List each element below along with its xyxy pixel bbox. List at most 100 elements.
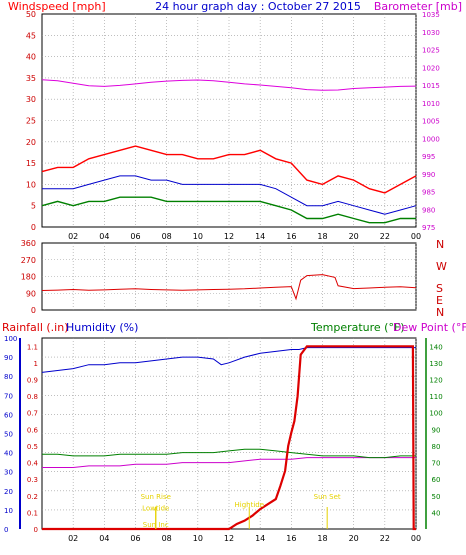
- baro-tick-label: 995: [422, 153, 435, 161]
- average-wind-line: [42, 175, 417, 215]
- rain-tick-label: 1.1: [27, 343, 38, 351]
- rain-tick-label: 0.5: [27, 443, 38, 451]
- temperature-tick-label: 70: [432, 460, 441, 468]
- humidity-line: [41, 347, 416, 373]
- header-right: Barometer [mb]: [374, 0, 462, 13]
- x-tick-label: 06: [130, 534, 140, 543]
- x-tick-label: 04: [99, 232, 109, 241]
- temperature-tick-label: 100: [429, 410, 442, 418]
- baro-tick-label: 985: [422, 189, 435, 197]
- humidity-axis-title: Humidity (%): [66, 321, 138, 334]
- rain-tick-label: 0.3: [27, 476, 38, 484]
- temperature-tick-label: 50: [432, 493, 441, 501]
- rain-tick-label: 0.9: [27, 377, 38, 385]
- wind-tick-label: 30: [26, 95, 36, 104]
- rain-tick-label: 0.6: [27, 426, 39, 434]
- barometer-line: [41, 79, 417, 91]
- temperature-tick-label: 120: [429, 377, 442, 385]
- x-tick-label: 06: [130, 232, 140, 241]
- wind-tick-label: 15: [26, 159, 36, 168]
- direction-tick-label: 360: [21, 239, 36, 248]
- compass-label: N: [436, 306, 444, 319]
- humidity-tick-label: 40: [4, 450, 13, 458]
- baro-tick-label: 1035: [422, 11, 440, 19]
- rain-tick-label: 0.7: [27, 410, 38, 418]
- baro-tick-label: 1000: [422, 135, 440, 143]
- wind-tick-label: 25: [26, 117, 36, 126]
- x-tick-label: 00: [411, 232, 421, 241]
- rain-tick-label: 0: [34, 526, 38, 534]
- temperature-axis-title: Temperature (°F): [310, 321, 405, 334]
- event-label: Hightide: [234, 501, 264, 509]
- temperature-tick-label: 140: [429, 343, 442, 351]
- humidity-tick-label: 0: [4, 526, 8, 534]
- rain-tick-label: 0.2: [27, 493, 38, 501]
- compass-label: E: [436, 294, 443, 307]
- baro-tick-label: 1015: [422, 82, 440, 90]
- x-tick-label: 14: [255, 534, 265, 543]
- compass-label: N: [436, 238, 444, 251]
- baro-tick-label: 980: [422, 206, 435, 214]
- x-tick-label: 04: [99, 534, 109, 543]
- x-tick-label: 14: [255, 232, 265, 241]
- x-tick-label: 18: [317, 232, 327, 241]
- humidity-tick-label: 60: [4, 411, 13, 419]
- humidity-tick-label: 80: [4, 373, 13, 381]
- gust-line: [41, 145, 417, 194]
- rain-tick-label: 1: [34, 360, 38, 368]
- compass-label: W: [436, 260, 447, 273]
- dewpoint-axis-title: Dew Point (°F): [393, 321, 466, 334]
- rainfall-axis-title: Rainfall (.in): [2, 321, 69, 334]
- baro-tick-label: 1010: [422, 100, 440, 108]
- dewpoint-line: [42, 457, 416, 468]
- direction-tick-label: 270: [21, 256, 36, 265]
- x-tick-label: 10: [193, 232, 203, 241]
- wind-tick-label: 45: [26, 31, 36, 40]
- wind-tick-label: 0: [31, 223, 36, 232]
- humidity-tick-label: 20: [4, 488, 13, 496]
- x-tick-label: 02: [68, 534, 78, 543]
- baro-tick-label: 1005: [422, 118, 440, 126]
- humidity-tick-label: 10: [4, 507, 13, 515]
- event-label: Sun Set: [314, 493, 341, 501]
- baro-tick-label: 1025: [422, 47, 440, 55]
- humidity-tick-label: 90: [4, 354, 13, 362]
- event-label: Sun Inc: [143, 521, 169, 529]
- baro-tick-label: 975: [422, 224, 435, 232]
- wind-tick-label: 5: [31, 202, 36, 211]
- wind-tick-label: 50: [26, 10, 36, 19]
- rain-humidity-temperature-chart: 010203040506070809010000.10.20.30.40.50.…: [4, 335, 443, 543]
- x-tick-label: 16: [286, 534, 296, 543]
- event-label: Sun Rise: [141, 493, 171, 501]
- rainfall-line: [42, 345, 416, 531]
- x-tick-label: 22: [380, 232, 390, 241]
- x-tick-label: 20: [349, 232, 359, 241]
- header-left: Windspeed [mph]: [8, 0, 106, 13]
- direction-tick-label: 90: [26, 289, 36, 298]
- rain-tick-label: 0.8: [27, 393, 38, 401]
- direction-tick-label: 180: [21, 273, 36, 282]
- wind-tick-label: 20: [26, 138, 36, 147]
- direction-line: [41, 274, 417, 301]
- wind-tick-label: 40: [26, 53, 36, 62]
- x-tick-label: 16: [286, 232, 296, 241]
- temperature-tick-label: 40: [432, 509, 441, 517]
- rain-tick-label: 0.4: [27, 460, 39, 468]
- baro-tick-label: 990: [422, 171, 435, 179]
- humidity-tick-label: 100: [4, 335, 17, 343]
- x-tick-label: 12: [224, 534, 234, 543]
- x-tick-label: 02: [68, 232, 78, 241]
- direction-tick-label: 0: [31, 306, 36, 315]
- low-wind-line: [41, 196, 416, 224]
- x-tick-label: 22: [380, 534, 390, 543]
- x-tick-label: 08: [162, 534, 172, 543]
- rain-tick-label: 0.1: [27, 509, 38, 517]
- x-tick-label: 18: [317, 534, 327, 543]
- baro-tick-label: 1020: [422, 64, 440, 72]
- temperature-tick-label: 90: [432, 426, 441, 434]
- x-tick-label: 20: [349, 534, 359, 543]
- x-tick-label: 10: [193, 534, 203, 543]
